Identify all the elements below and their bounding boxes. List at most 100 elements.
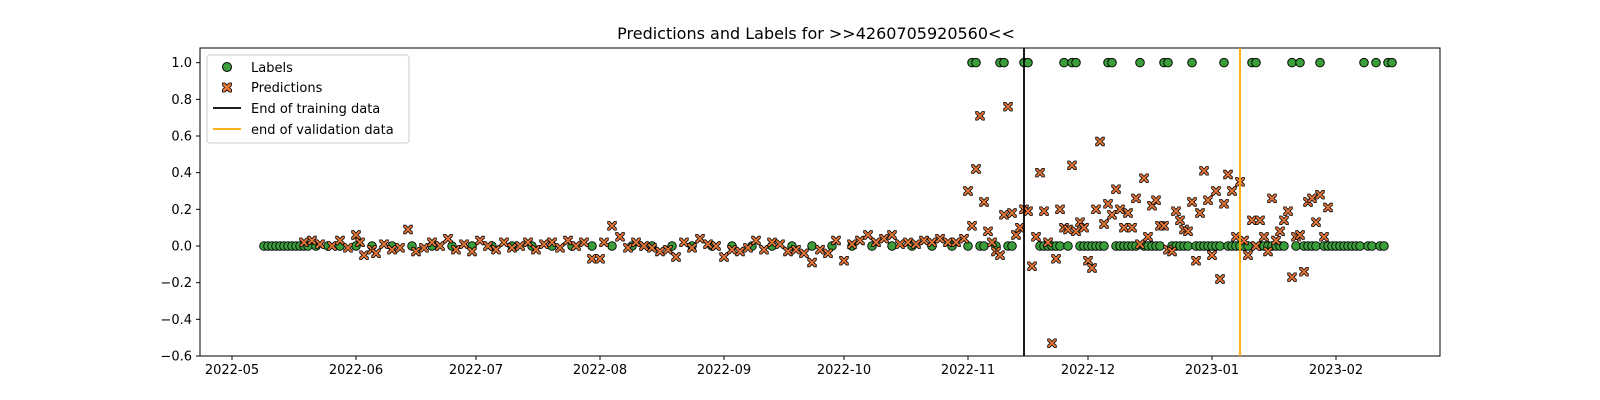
- prediction-point: [1263, 246, 1273, 257]
- label-point: [1099, 241, 1109, 251]
- y-tick-label: 0.0: [171, 240, 192, 255]
- x-tick-label: 2022-09: [697, 363, 751, 378]
- prediction-point: [1275, 226, 1285, 237]
- y-tick-label: 1.0: [171, 56, 192, 71]
- prediction-point: [1295, 230, 1305, 240]
- prediction-point: [1035, 167, 1045, 178]
- prediction-point: [1267, 193, 1277, 204]
- label-point: [1023, 57, 1033, 68]
- prediction-point: [1127, 222, 1137, 233]
- prediction-point: [1219, 199, 1229, 209]
- label-point: [1295, 57, 1305, 68]
- prediction-point: [467, 246, 477, 257]
- plot-area: [199, 47, 1441, 357]
- prediction-point: [687, 243, 697, 253]
- prediction-point: [539, 239, 549, 249]
- prediction-point: [751, 235, 761, 246]
- prediction-point: [351, 230, 361, 240]
- label-point: [1359, 57, 1369, 68]
- prediction-point: [1227, 186, 1237, 196]
- x-tick-label: 2022-08: [573, 363, 627, 378]
- prediction-point: [595, 254, 605, 264]
- y-tick-label: 0.6: [171, 130, 192, 145]
- prediction-point: [1107, 210, 1117, 220]
- prediction-point: [1103, 199, 1113, 209]
- legend-labels-marker: [222, 62, 232, 72]
- legend-predictions-marker: [222, 82, 232, 93]
- prediction-point: [1223, 169, 1233, 180]
- label-point: [1135, 57, 1145, 68]
- prediction-point: [1187, 197, 1197, 207]
- legend-validation-text: end of validation data: [251, 123, 394, 138]
- prediction-point: [743, 243, 753, 253]
- prediction-point: [571, 241, 581, 251]
- label-point: [1371, 57, 1381, 68]
- prediction-point: [1083, 255, 1093, 266]
- prediction-point: [1031, 232, 1041, 242]
- prediction-point: [403, 224, 413, 235]
- prediction-point: [371, 248, 381, 259]
- y-tick-label: 0.2: [171, 203, 192, 218]
- label-point: [971, 57, 981, 68]
- prediction-point: [963, 186, 973, 196]
- prediction-point: [1191, 255, 1201, 266]
- label-point: [1379, 241, 1389, 251]
- label-point: [807, 241, 817, 251]
- prediction-point: [623, 243, 633, 253]
- label-point: [1387, 57, 1397, 68]
- prediction-point: [831, 235, 841, 246]
- label-point: [1215, 241, 1225, 251]
- label-point: [1055, 241, 1065, 251]
- prediction-point: [1095, 136, 1105, 147]
- prediction-point: [967, 221, 977, 231]
- prediction-point: [483, 241, 493, 251]
- prediction-point: [895, 239, 905, 249]
- prediction-point: [419, 243, 429, 253]
- legend-labels-text: Labels: [251, 61, 293, 76]
- prediction-point: [1199, 166, 1209, 176]
- x-tick-label: 2023-01: [1185, 363, 1239, 378]
- prediction-point: [411, 246, 421, 257]
- prediction-point: [615, 232, 625, 242]
- label-point: [1251, 57, 1261, 68]
- chart-title: Predictions and Labels for >>42607059205…: [617, 24, 1015, 43]
- prediction-point: [327, 241, 337, 251]
- x-tick-label: 2022-05: [205, 363, 259, 378]
- y-tick-label: 0.8: [171, 93, 192, 108]
- prediction-point: [1183, 226, 1193, 237]
- x-tick-label: 2022-06: [329, 363, 383, 378]
- label-point: [1059, 57, 1069, 68]
- prediction-point: [1151, 195, 1161, 205]
- prediction-point: [343, 243, 353, 253]
- prediction-point: [359, 250, 369, 260]
- prediction-point: [1043, 237, 1053, 248]
- prediction-point: [1143, 232, 1153, 242]
- label-point: [607, 241, 617, 251]
- prediction-point: [759, 244, 769, 255]
- prediction-point: [1071, 226, 1081, 237]
- prediction-point: [927, 237, 937, 248]
- prediction-point: [823, 248, 833, 259]
- label-point: [1063, 241, 1073, 251]
- prediction-point: [1171, 206, 1181, 216]
- label-point: [1219, 57, 1229, 68]
- prediction-point: [719, 252, 729, 262]
- y-tick-label: −0.6: [160, 350, 192, 365]
- prediction-point: [1299, 266, 1309, 277]
- prediction-point: [911, 239, 921, 249]
- prediction-point: [1123, 208, 1133, 218]
- prediction-point: [975, 111, 985, 121]
- prediction-point: [1099, 219, 1109, 229]
- prediction-point: [1087, 263, 1097, 273]
- prediction-point: [1111, 184, 1121, 194]
- prediction-point: [1255, 215, 1265, 226]
- prediction-point: [1203, 195, 1213, 205]
- prediction-point: [987, 237, 997, 248]
- prediction-point: [1135, 239, 1145, 249]
- prediction-point: [783, 246, 793, 257]
- prediction-point: [1139, 173, 1149, 183]
- prediction-point: [735, 246, 745, 257]
- prediction-point: [847, 239, 857, 249]
- x-tick-label: 2022-12: [1061, 363, 1115, 378]
- prediction-point: [839, 255, 849, 266]
